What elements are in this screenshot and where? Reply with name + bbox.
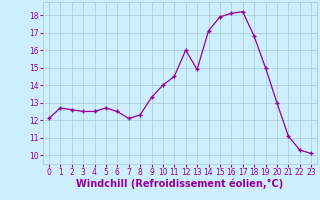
X-axis label: Windchill (Refroidissement éolien,°C): Windchill (Refroidissement éolien,°C) bbox=[76, 179, 284, 189]
